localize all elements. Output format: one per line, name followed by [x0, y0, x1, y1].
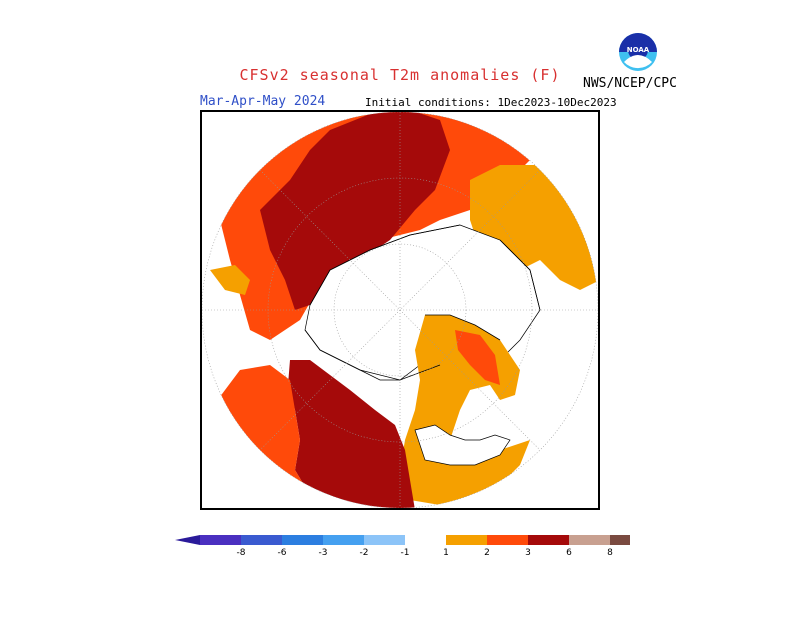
agency-label: NWS/NCEP/CPC: [583, 76, 677, 91]
legend-tick-label: -3: [319, 548, 328, 558]
anomaly-region-greenland: [455, 330, 500, 385]
anomaly-region-scandinavia: [260, 112, 450, 310]
legend-swatch-negative: [200, 535, 241, 545]
initial-conditions: Initial conditions: 1Dec2023-10Dec2023: [365, 96, 617, 109]
legend-tick-label: -6: [278, 548, 287, 558]
legend-tick-label: -8: [237, 548, 246, 558]
neutral-region-canada: [414, 424, 511, 466]
coastline: [304, 224, 541, 381]
legend-swatch-positive: [446, 535, 487, 545]
legend-tick-label: 2: [484, 548, 490, 558]
legend-tick-label: 8: [607, 548, 613, 558]
logo-text: NOAA: [627, 46, 650, 54]
legend-tick-label: -1: [401, 548, 410, 558]
legend-tick-label: -2: [360, 548, 369, 558]
legend-swatch-neutral: [405, 535, 446, 545]
map-title: CFSv2 seasonal T2m anomalies (F): [239, 66, 561, 84]
legend-swatch-positive: [610, 535, 630, 545]
legend-swatch-negative: [282, 535, 323, 545]
legend-swatch-negative: [323, 535, 364, 545]
polar-map: [200, 110, 600, 510]
legend-tick-label: 3: [525, 548, 531, 558]
anomaly-region-alaska: [288, 360, 415, 508]
legend-low-arrow: [175, 535, 200, 545]
legend-swatch-positive: [569, 535, 610, 545]
color-legend: -8 -6 -3 -2 -1 1 2 3 6 8: [175, 535, 630, 558]
legend-swatch-negative: [241, 535, 282, 545]
noaa-logo: NOAA: [619, 33, 657, 71]
legend-swatch-negative: [364, 535, 405, 545]
legend-tick-label: 6: [566, 548, 572, 558]
forecast-period: Mar-Apr-May 2024: [200, 94, 326, 109]
anomaly-region-bering: [210, 265, 250, 295]
legend-swatch-positive: [487, 535, 528, 545]
legend-swatch-positive: [528, 535, 569, 545]
legend-tick-label: 1: [443, 548, 449, 558]
